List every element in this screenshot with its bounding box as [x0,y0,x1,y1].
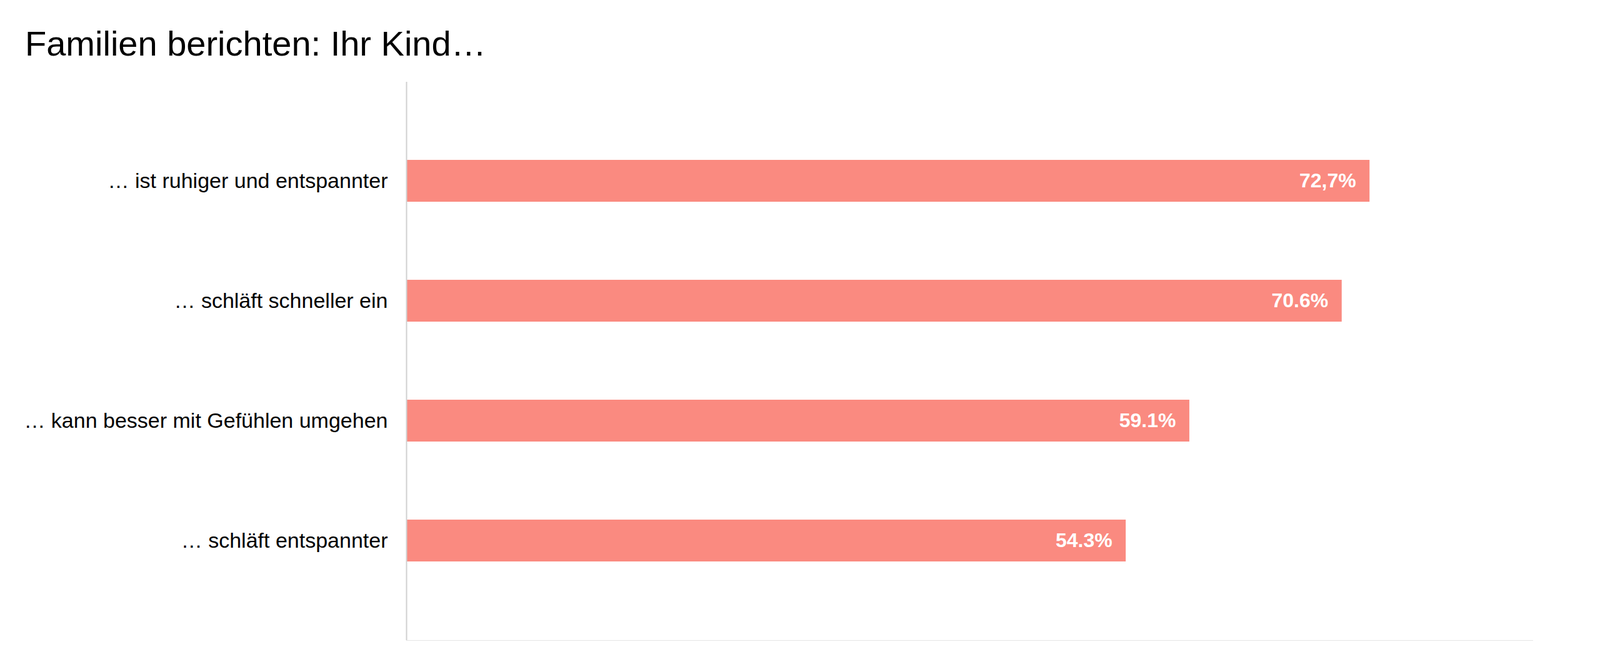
svg-text:… kann besser mit Gefühlen umg: … kann besser mit Gefühlen umgehen [23,408,388,433]
svg-text:… ist ruhiger und entspannter: … ist ruhiger und entspannter [108,168,389,193]
svg-text:54.3%: 54.3% [1055,529,1113,552]
svg-text:… schläft schneller ein: … schläft schneller ein [173,288,388,313]
svg-text:70.6%: 70.6% [1271,289,1329,312]
html-text:Familien berichten: Ihr Kind…: Familien berichten: Ihr Kind… [25,23,487,64]
svg-text:72,7%: 72,7% [1299,169,1357,192]
svg-text:… schläft entspannter: … schläft entspannter [181,528,389,553]
svg-text:59.1%: 59.1% [1119,409,1177,432]
